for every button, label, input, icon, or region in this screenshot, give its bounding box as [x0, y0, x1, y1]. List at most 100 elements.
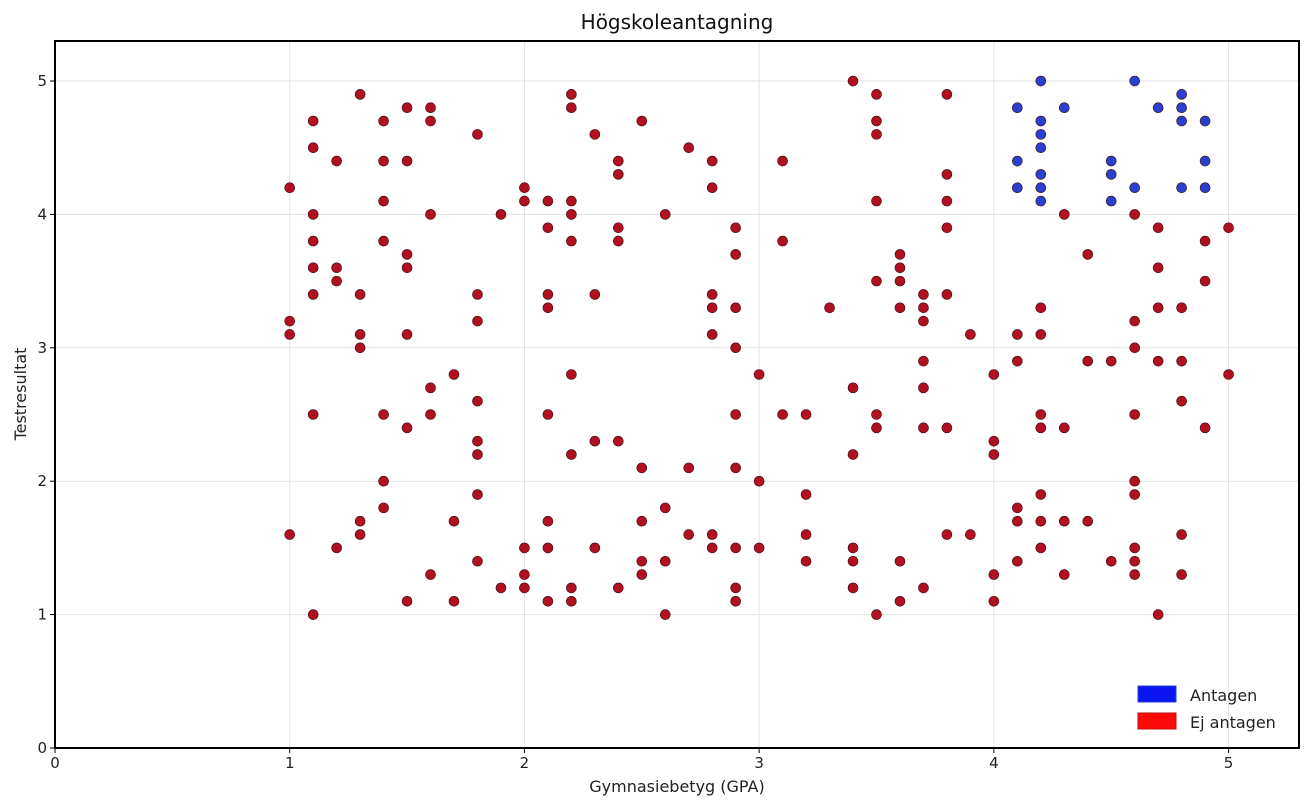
- data-point: [1129, 409, 1140, 420]
- plot-area-frame: [54, 40, 1300, 749]
- data-point: [542, 289, 554, 300]
- data-point: [730, 582, 741, 594]
- data-point: [613, 169, 624, 180]
- data-point: [1035, 129, 1047, 140]
- data-point: [800, 555, 812, 567]
- data-point: [566, 235, 577, 247]
- data-point: [706, 329, 718, 340]
- data-point: [519, 582, 530, 594]
- data-point: [1129, 555, 1140, 567]
- y-tick-label: 3: [37, 339, 47, 357]
- data-point: [941, 169, 953, 180]
- data-point: [1035, 75, 1047, 87]
- data-point: [448, 515, 460, 527]
- data-point: [1199, 155, 1211, 167]
- data-point: [542, 542, 554, 554]
- data-point: [613, 222, 624, 234]
- data-point: [1012, 155, 1023, 167]
- data-point: [1012, 502, 1023, 514]
- data-point: [401, 595, 413, 607]
- data-point: [542, 195, 554, 207]
- legend-swatch-antagen: [1137, 685, 1177, 703]
- data-point: [1199, 235, 1211, 247]
- data-point: [918, 315, 929, 327]
- data-point: [1035, 115, 1047, 127]
- legend-swatch-ej-antagen: [1137, 712, 1177, 730]
- data-point: [941, 529, 953, 540]
- data-point: [941, 89, 953, 100]
- data-point: [354, 289, 366, 300]
- data-point: [401, 102, 413, 113]
- data-point: [378, 155, 389, 167]
- data-point: [519, 195, 530, 207]
- data-point: [636, 115, 648, 127]
- x-tick-label: 1: [285, 754, 295, 772]
- data-point: [988, 449, 1000, 460]
- data-point: [988, 435, 1000, 447]
- data-point: [613, 155, 624, 167]
- series-0: [1012, 75, 1211, 207]
- data-point: [542, 302, 554, 314]
- data-point: [1176, 182, 1187, 194]
- data-point: [683, 142, 695, 154]
- data-point: [988, 595, 1000, 607]
- data-point: [519, 182, 530, 194]
- data-point: [1199, 115, 1211, 127]
- data-point: [378, 502, 389, 514]
- data-point: [1176, 302, 1187, 314]
- data-point: [1176, 395, 1187, 407]
- data-point: [307, 262, 319, 274]
- data-point: [918, 422, 929, 434]
- data-point: [1082, 355, 1094, 367]
- x-tick-label: 0: [50, 754, 60, 772]
- data-point: [589, 435, 601, 447]
- data-point: [307, 209, 319, 220]
- data-point: [613, 235, 624, 247]
- data-point: [1035, 142, 1047, 154]
- data-point: [659, 609, 671, 620]
- data-point: [1176, 102, 1187, 113]
- data-point: [542, 222, 554, 234]
- data-point: [753, 542, 765, 554]
- x-tick-label: 4: [989, 754, 999, 772]
- data-point: [378, 195, 389, 207]
- data-point: [401, 249, 413, 260]
- data-point: [1035, 169, 1047, 180]
- data-point: [354, 89, 366, 100]
- x-tick-label: 3: [754, 754, 764, 772]
- data-point: [918, 302, 929, 314]
- data-point: [824, 302, 835, 314]
- data-point: [1199, 182, 1211, 194]
- data-point: [519, 569, 530, 580]
- data-point: [331, 262, 342, 274]
- data-point: [542, 409, 554, 420]
- data-point: [1199, 275, 1211, 287]
- y-tick-label: 0: [37, 739, 47, 757]
- data-point: [894, 302, 906, 314]
- data-point: [777, 409, 788, 420]
- data-point: [307, 409, 319, 420]
- data-point: [1012, 355, 1023, 367]
- data-point: [1035, 489, 1047, 500]
- data-point: [730, 249, 741, 260]
- data-point: [871, 115, 882, 127]
- data-point: [566, 595, 577, 607]
- data-point: [753, 475, 765, 487]
- data-point: [472, 449, 483, 460]
- data-point: [331, 275, 342, 287]
- data-point: [706, 155, 718, 167]
- data-point: [636, 462, 648, 474]
- data-point: [1129, 315, 1140, 327]
- data-point: [401, 262, 413, 274]
- data-point: [589, 542, 601, 554]
- data-point: [566, 102, 577, 113]
- data-point: [730, 302, 741, 314]
- data-point: [1035, 329, 1047, 340]
- data-point: [1152, 222, 1164, 234]
- data-point: [1152, 355, 1164, 367]
- chart-title: Högskoleantagning: [581, 10, 774, 34]
- data-point: [1105, 555, 1117, 567]
- data-point: [378, 235, 389, 247]
- data-point: [1129, 75, 1140, 87]
- data-point: [1176, 355, 1187, 367]
